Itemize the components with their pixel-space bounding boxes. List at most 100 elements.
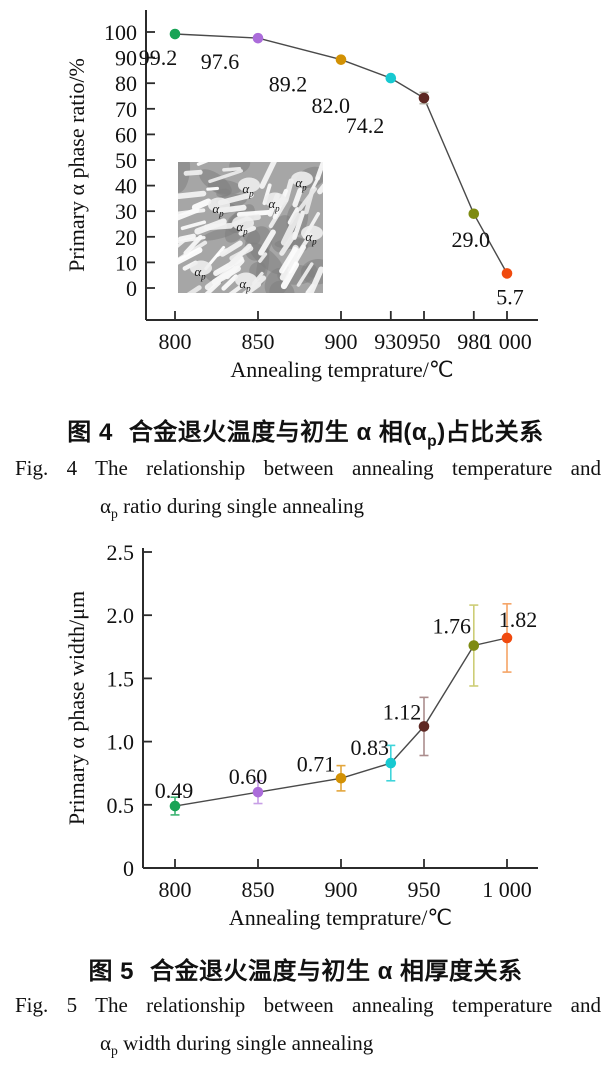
alpha-lath (180, 220, 207, 231)
y-tick-label: 80 (115, 71, 137, 96)
x-tick-label: 850 (242, 877, 275, 902)
x-tick-label: 980 (457, 329, 490, 354)
fig5-caption-cn: 图 5 合金退火温度与初生 α 相厚度关系 (0, 951, 611, 990)
alpha-lath (296, 262, 314, 287)
alpha-p-label: αp (194, 264, 206, 282)
alpha-lath (280, 261, 300, 290)
fig5-caption-cn-number: 图 5 (88, 958, 134, 985)
alpha-p-label: αp (212, 201, 224, 219)
data-point (385, 757, 397, 769)
fig4-label: Fig. 4 (15, 456, 78, 480)
fig4-caption-en-line2: αp ratio during single annealing (100, 495, 364, 522)
y-axis-label: Primary α phase width/μm (64, 591, 89, 825)
alpha-lath (222, 167, 242, 172)
alpha-lath (258, 229, 276, 256)
fig4-caption-cn: 图 4 合金退火温度与初生 α 相(αp)占比关系 (0, 412, 611, 451)
alpha-lath (211, 265, 241, 286)
alpha-lath (279, 248, 301, 281)
x-tick-label: 850 (242, 329, 275, 354)
alpha-lath (178, 190, 207, 200)
fig5-caption-en-line2-text: width during single annealing (117, 1031, 374, 1055)
y-tick-label: 1.0 (107, 730, 135, 755)
data-point-label: 0.49 (155, 778, 194, 803)
alpha-lath (280, 212, 301, 246)
data-point-label: 0.83 (351, 735, 390, 760)
data-point-label: 5.7 (496, 284, 524, 309)
data-point-label: 1.76 (433, 614, 472, 639)
y-tick-label: 1.5 (107, 666, 135, 691)
y-tick-label: 20 (115, 225, 137, 250)
x-tick-label: 900 (325, 329, 358, 354)
alpha-lath (178, 247, 203, 266)
x-tick-label: 930 (374, 329, 407, 354)
alpha-lath (183, 169, 203, 176)
fig5-caption-en-line2: αp width during single annealing (100, 1032, 373, 1059)
data-point-label: 1.82 (499, 607, 538, 632)
data-point-label: 82.0 (312, 93, 351, 118)
alpha-lath (200, 280, 221, 293)
alpha-lath (303, 188, 315, 215)
alpha-lath (178, 207, 200, 222)
alpha-p-label: αp (305, 229, 317, 247)
alpha-lath (208, 169, 243, 184)
alpha-lath (292, 187, 303, 208)
data-point (501, 632, 513, 644)
data-point-label: 97.6 (201, 49, 240, 74)
alpha-lath (306, 266, 323, 293)
y-tick-label: 0 (123, 856, 134, 881)
alpha-p-label: αp (236, 219, 248, 237)
data-point (335, 54, 347, 65)
fig5-label: Fig. 5 (15, 993, 78, 1017)
alpha-lath (178, 233, 196, 242)
data-point (385, 72, 397, 84)
alpha-lath (236, 209, 272, 217)
data-point-label: 74.2 (346, 113, 385, 138)
fig4-caption-cn-text: 合金退火温度与初生 α 相(α (128, 419, 428, 446)
alpha-lath (183, 234, 203, 256)
fig4-caption-en-line1: Fig. 4 The relationship between annealing… (15, 457, 601, 479)
alpha-lath (219, 240, 243, 257)
x-tick-label: 800 (159, 877, 192, 902)
alpha-p-label: αp (268, 196, 280, 214)
alpha-lath (196, 162, 209, 166)
y-tick-label: 70 (115, 97, 137, 122)
alpha-lath (238, 226, 257, 236)
y-tick-label: 30 (115, 199, 137, 224)
y-tick-label: 0 (126, 276, 137, 301)
y-tick-label: 90 (115, 46, 137, 71)
y-tick-label: 40 (115, 174, 137, 199)
data-point (252, 32, 264, 44)
alpha-lath (259, 162, 279, 189)
data-point (501, 268, 513, 279)
y-tick-label: 50 (115, 148, 137, 173)
data-point-label: 89.2 (269, 72, 308, 97)
alpha-lath (279, 246, 298, 274)
x-tick-label: 800 (159, 329, 192, 354)
x-tick-label: 950 (408, 329, 441, 354)
alpha-lath (206, 186, 220, 191)
alpha-lath (315, 162, 323, 181)
y-tick-label: 2.0 (107, 603, 135, 628)
x-tick-label: 900 (325, 877, 358, 902)
alpha-p-label: αp (242, 181, 254, 199)
alpha-lath (194, 218, 227, 235)
fig4-caption-cn-sub: p (427, 432, 438, 450)
data-point (468, 208, 480, 220)
x-tick-label: 1 000 (482, 329, 532, 354)
y-axis-label: Primary α phase ratio/% (64, 58, 89, 272)
data-point-label: 29.0 (452, 227, 491, 252)
fig5-caption-en-line1: Fig. 5 The relationship between annealing… (15, 994, 601, 1016)
data-point-label: 99.2 (139, 45, 178, 70)
data-point-label: 0.71 (297, 751, 336, 776)
alpha-lath (191, 198, 212, 211)
alpha-lath (178, 238, 187, 253)
alpha-lath (185, 285, 202, 293)
alpha-lath (317, 182, 323, 195)
fig4-caption-en-line2-text: ratio during single annealing (117, 494, 364, 518)
alpha-lath (221, 274, 239, 291)
x-tick-label: 1 000 (482, 877, 532, 902)
alpha-lath (258, 252, 268, 263)
